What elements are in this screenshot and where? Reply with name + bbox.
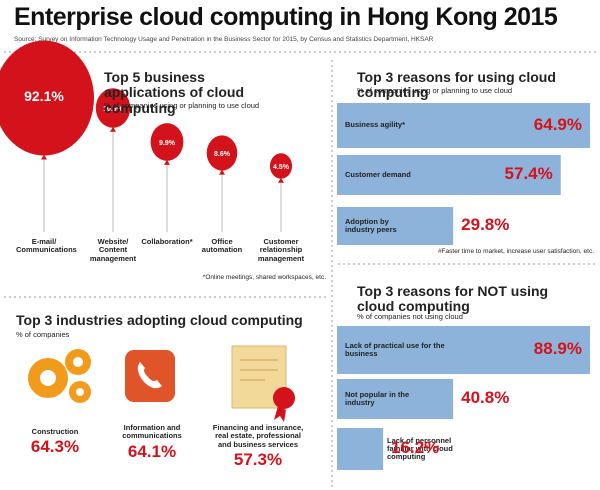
value-label: 10.9% xyxy=(103,106,124,113)
category-label: Financing and insurance, real estate, pr… xyxy=(212,423,304,449)
category-label: Customer demand xyxy=(345,169,411,179)
value-label: 57.4% xyxy=(504,164,553,183)
value-label: 16.2% xyxy=(391,438,440,457)
bar xyxy=(337,326,590,374)
chart-title: Top 3 reasons for using cloud computing xyxy=(357,69,556,101)
category-label: Not popular in the industry xyxy=(345,389,410,407)
chart-subtitle: % of companies not using cloud xyxy=(357,312,463,321)
bar xyxy=(337,428,384,470)
bar xyxy=(337,379,454,419)
bar xyxy=(337,103,590,148)
balloon-knot xyxy=(110,126,116,132)
category-label: Lack of personnel familiar with cloud co… xyxy=(387,435,453,462)
category-label: E-mail/ Communications xyxy=(16,237,77,255)
value-label: 64.1% xyxy=(127,442,177,461)
gears-icon xyxy=(28,349,91,403)
phone-icon xyxy=(125,350,175,402)
bar xyxy=(337,155,561,195)
chart-note: *Online meetings, shared workspaces, etc… xyxy=(202,274,326,281)
value-label: 57.3% xyxy=(233,450,283,469)
balloon xyxy=(206,135,238,171)
category-label: Construction xyxy=(31,427,79,436)
balloon-knot xyxy=(219,169,225,175)
category-label: Customer relationship management xyxy=(257,237,305,263)
balloon-knot xyxy=(164,159,170,165)
value-label: 64.9% xyxy=(533,114,582,134)
category-label: Lack of practical use for the business xyxy=(345,340,445,358)
value-label: 4.5% xyxy=(273,164,290,171)
source: Source: Survey on Information Technology… xyxy=(14,36,434,43)
category-label: Business agility* xyxy=(345,120,406,130)
balloon xyxy=(95,88,131,128)
value-label: 9.9% xyxy=(159,140,176,147)
category-label: Office automation xyxy=(201,237,243,255)
chart-title: Top 3 reasons for NOT using cloud comput… xyxy=(357,283,549,315)
category-label: Collaboration* xyxy=(141,237,193,246)
category-label: Adoption by industry peers xyxy=(345,216,397,234)
chart-subtitle: % of companies using or planning to use … xyxy=(357,86,513,95)
main-title: Enterprise cloud computing in Hong Kong … xyxy=(14,3,558,31)
chart-title: Top 3 industries adopting cloud computin… xyxy=(16,312,303,328)
bar xyxy=(337,207,454,245)
chart-subtitle: % of companies using or planning to use … xyxy=(104,101,260,110)
value-label: 40.8% xyxy=(461,388,510,407)
value-label: 88.9% xyxy=(533,339,582,358)
chart-title: Top 5 business applications of cloud com… xyxy=(104,69,245,116)
balloon-knot xyxy=(278,177,284,183)
value-label: 92.1% xyxy=(24,88,64,104)
balloon-knot xyxy=(41,154,47,160)
value-label: 8.6% xyxy=(214,151,231,158)
category-label: Information and communications xyxy=(122,423,182,441)
value-label: 29.8% xyxy=(461,215,510,234)
chart-subtitle: % of companies xyxy=(16,330,70,339)
balloon xyxy=(269,153,293,179)
balloon xyxy=(0,40,94,156)
chart-note: #Faster time to market, increase user sa… xyxy=(437,248,594,255)
category-label: Website/ Content management xyxy=(89,237,137,263)
value-label: 64.3% xyxy=(30,437,80,456)
balloon xyxy=(150,123,184,161)
certificate-icon xyxy=(231,345,295,422)
